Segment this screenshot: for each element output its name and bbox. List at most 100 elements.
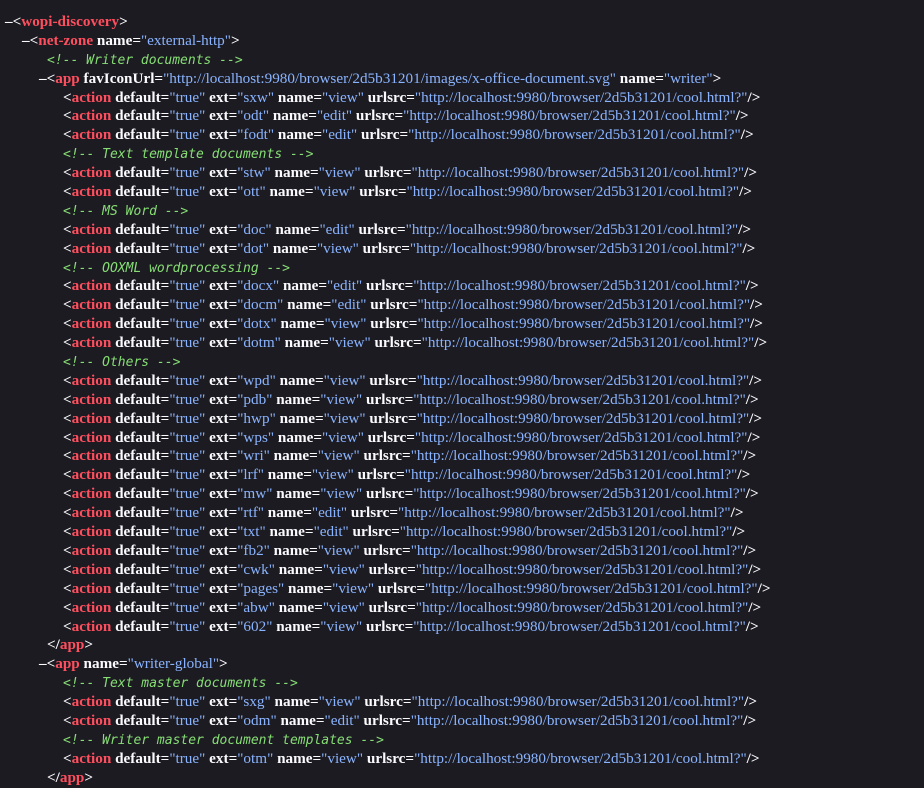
equals: = [396, 220, 406, 238]
equals: = [160, 579, 170, 597]
quote: " [237, 239, 244, 257]
attribute-value: "dotx" [237, 315, 276, 332]
collapse-toggle-icon[interactable]: – [5, 13, 13, 30]
equals: = [391, 523, 400, 541]
attribute-value-text: true [175, 107, 200, 125]
attribute-name: ext [209, 296, 229, 314]
attribute-name: ext [209, 523, 229, 541]
attribute-value: "abw" [237, 599, 275, 616]
quote: " [414, 749, 421, 767]
attribute-name: default [115, 485, 161, 503]
tag-name: action [71, 447, 112, 465]
attribute-value-text: view [329, 560, 359, 578]
quote: " [356, 485, 363, 503]
attribute-value: "view" [324, 372, 366, 389]
attribute-value-text: http://localhost:9980/browser/2d5b31201/… [414, 126, 735, 144]
equals: = [160, 107, 170, 125]
quote: " [417, 315, 424, 333]
equals: = [132, 31, 141, 49]
attribute-value: "rtf" [237, 504, 264, 521]
xml-comment: <!-- OOXML wordprocessing --> [63, 260, 290, 276]
attribute-value-text: true [175, 220, 200, 238]
attribute-name: ext [209, 220, 229, 238]
quote: " [357, 428, 364, 446]
bracket: /> [743, 447, 757, 465]
equals: = [402, 541, 411, 559]
attribute-value: "http://localhost:9980/browser/2d5b31201… [417, 296, 750, 313]
quote: " [169, 504, 176, 522]
xml-line-action: <action default="true" ext="wri" name="v… [0, 447, 924, 466]
attribute-value-text: true [175, 523, 200, 541]
bracket: /> [747, 428, 761, 446]
attribute-name: urlsrc [366, 485, 405, 503]
attribute-value-text: odm [243, 711, 271, 729]
attribute-name: ext [209, 541, 229, 559]
attribute-name: urlsrc [355, 107, 395, 125]
equals: = [408, 315, 418, 333]
xml-line-comment: <!-- Writer documents --> [0, 51, 924, 70]
quote: " [742, 371, 750, 389]
tag-name: action [71, 409, 112, 427]
bracket: < [63, 390, 72, 408]
tag-name: action [71, 693, 112, 711]
xml-line-action: <action default="true" ext="dotm" name="… [0, 334, 924, 353]
bracket: < [63, 560, 72, 578]
attribute-value-text: view [326, 617, 357, 635]
quote: " [327, 277, 334, 295]
bracket: /> [730, 504, 744, 522]
attribute-value: "pages" [237, 580, 284, 597]
collapse-toggle-icon[interactable]: – [22, 31, 30, 49]
attribute-value-text: docm [243, 296, 278, 314]
collapse-toggle-icon[interactable]: – [39, 655, 47, 673]
tag-name: action [71, 749, 112, 767]
attribute-name: default [115, 315, 161, 333]
quote: " [421, 334, 428, 352]
collapse-toggle-icon[interactable]: – [39, 69, 47, 87]
xml-line-action: <action default="true" ext="fb2" name="v… [0, 542, 924, 561]
quote: " [331, 296, 338, 314]
equals: = [313, 428, 322, 446]
xml-line-action: <action default="true" ext="ott" name="v… [0, 183, 924, 202]
attribute-value-text: wri [243, 447, 264, 465]
quote: " [277, 296, 284, 314]
attribute-value-text: http://localhost:9980/browser/2d5b31201/… [419, 277, 740, 295]
quote: " [741, 428, 748, 446]
attribute-value: "edit" [317, 107, 352, 124]
quote: " [169, 466, 176, 484]
quote: " [737, 541, 744, 559]
equals: = [228, 315, 238, 333]
attribute-value-text: http://localhost:9980/browser/2d5b31201/… [416, 711, 738, 729]
quote: " [356, 390, 363, 408]
attribute-value: "http://localhost:9980/browser/2d5b31201… [416, 561, 749, 578]
tag-name: action [71, 617, 112, 635]
attribute-value-text: http://localhost:9980/browser/2d5b31201/… [416, 541, 738, 559]
quote: " [354, 693, 361, 711]
attribute-name: ext [209, 749, 229, 767]
bracket: < [63, 617, 72, 635]
quote: " [237, 126, 244, 144]
bracket: /> [749, 409, 763, 427]
quote: " [737, 693, 745, 711]
equals: = [318, 277, 328, 295]
attribute-value-text: true [175, 409, 200, 427]
attribute-value: "cwk" [237, 561, 275, 578]
attribute-name: default [115, 504, 161, 522]
quote: " [199, 711, 206, 729]
xml-line-comment: <!-- Text template documents --> [0, 145, 924, 164]
attribute-value: "http://localhost:9980/browser/2d5b31201… [412, 693, 745, 710]
xml-line-action: <action default="true" ext="docx" name="… [0, 277, 924, 296]
attribute-name: default [115, 749, 161, 767]
attribute-name: default [115, 541, 161, 559]
attribute-name: urlsrc [370, 315, 409, 333]
quote: " [262, 107, 270, 125]
attribute-value: "http://localhost:9980/browser/2d5b31201… [163, 70, 616, 87]
attribute-name: name [277, 428, 314, 446]
quote: " [311, 466, 319, 484]
attribute-name: default [115, 447, 161, 465]
attribute-value: "true" [169, 712, 205, 729]
attribute-name: ext [209, 598, 229, 616]
quote: " [347, 466, 354, 484]
attribute-value-text: edit [328, 126, 351, 144]
attribute-name: urlsrc [366, 749, 406, 767]
attribute-value: "true" [169, 89, 205, 106]
